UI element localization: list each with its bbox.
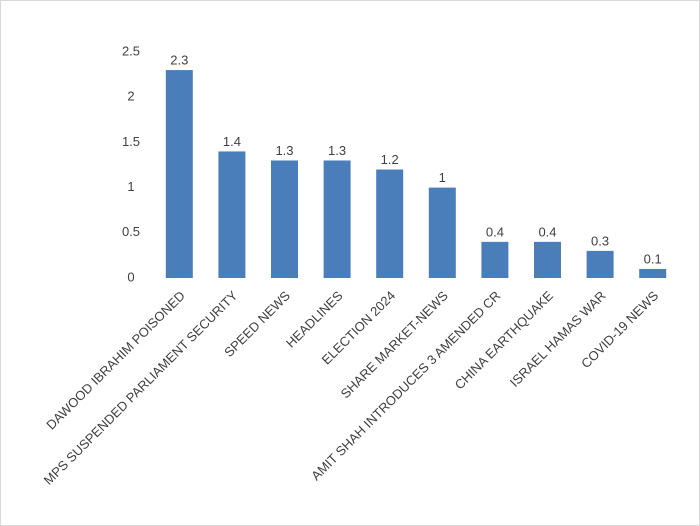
bar — [271, 160, 298, 278]
bar — [639, 268, 667, 278]
y-tick-label: 2.5 — [122, 43, 140, 58]
bar — [165, 70, 193, 278]
bar — [481, 241, 509, 278]
data-label: 0.1 — [644, 251, 662, 266]
y-tick-label: 2 — [127, 89, 134, 104]
data-label: 1 — [439, 170, 446, 185]
y-tick-label: 1 — [127, 179, 134, 194]
data-label: 0.3 — [591, 233, 609, 248]
bar — [534, 241, 561, 278]
data-label: 2.3 — [170, 53, 188, 68]
data-label: 1.4 — [223, 134, 241, 149]
data-label: 1.2 — [381, 152, 399, 167]
data-label: 1.3 — [275, 143, 293, 158]
data-label: 0.4 — [538, 224, 556, 239]
data-label: 1.3 — [328, 143, 346, 158]
y-tick-label: 0 — [127, 269, 134, 284]
bar — [376, 169, 404, 278]
bar — [428, 187, 456, 278]
bar — [218, 151, 246, 278]
y-tick-label: 1.5 — [122, 134, 140, 149]
bar — [323, 160, 351, 278]
data-label: 0.4 — [486, 224, 504, 239]
bar — [586, 250, 614, 278]
y-tick-label: 0.5 — [122, 224, 140, 239]
